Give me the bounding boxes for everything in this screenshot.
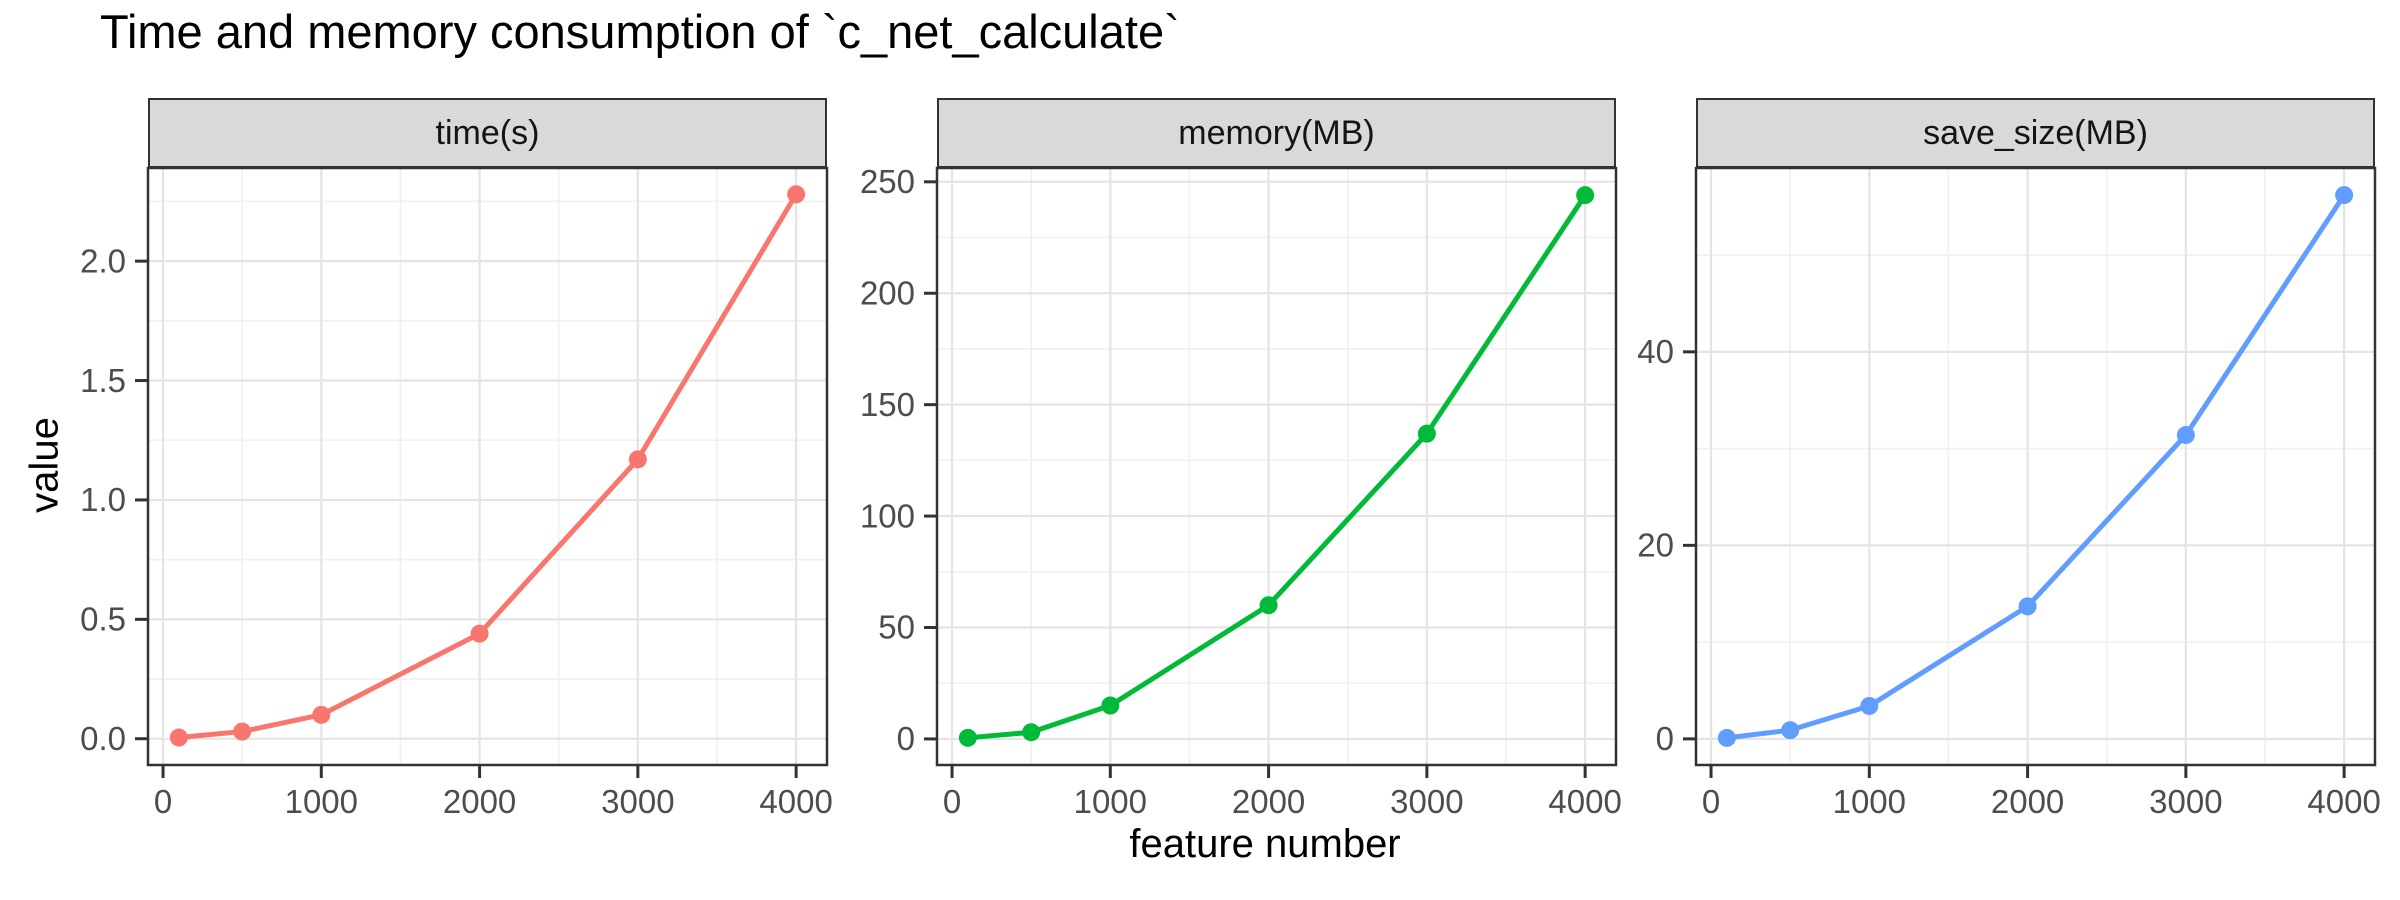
x-tick-label: 3000 [601,783,674,820]
data-point [628,450,647,469]
data-point [1417,424,1436,443]
x-tick-label: 0 [154,783,172,820]
y-tick-label: 0 [1656,720,1674,757]
y-tick-label: 20 [1637,527,1674,564]
y-tick-label: 40 [1637,333,1674,370]
x-tick-label: 3000 [2149,783,2222,820]
x-tick-label: 1000 [1833,783,1906,820]
y-tick-label: 200 [860,274,915,311]
series-line [965,192,1588,741]
data-point [1101,696,1120,715]
panel-background [937,168,1616,765]
panel-border [1694,166,2377,767]
panel-background [1696,168,2375,765]
data-point [787,185,806,204]
data-point [169,728,188,747]
data-point [312,705,331,724]
series-line [1724,192,2347,741]
y-tick-label: 150 [860,386,915,423]
facet-memory: memory(MB) 0 1000 2000 3000 4000 0 50 100 150 200… [822,98,1622,880]
data-point [1259,596,1278,615]
plot-area-0: 0 1000 2000 3000 4000 0.0 0.5 1.0 1.5 2.0 [80,166,833,820]
panel-border [146,166,829,767]
y-tick-label: 0 [897,720,915,757]
x-tick-label: 2000 [443,783,516,820]
data-point [1576,186,1595,205]
panel-background [148,168,827,765]
data-point [1860,696,1879,715]
x-tick-label: 2000 [1991,783,2064,820]
facet-strip-memory: memory(MB) [937,98,1616,168]
panel-border [935,166,1618,767]
facet-save-size: save_size(MB) 0 1000 2000 3000 4000 0 20 40 [1581,98,2381,880]
facet-strip-label: save_size(MB) [1923,113,2148,152]
facet-strip-time: time(s) [148,98,827,168]
x-axis-title: feature number [1129,822,1401,866]
data-point [2335,186,2354,205]
y-tick-label: 2.0 [80,242,126,279]
x-tick-label: 1000 [285,783,358,820]
data-point [470,624,489,643]
series-line [176,191,799,741]
x-tick-label: 4000 [2307,783,2380,820]
x-tick-label: 0 [943,783,961,820]
x-tick-label: 3000 [1390,783,1463,820]
y-tick-label: 100 [860,497,915,534]
data-point [233,722,252,741]
data-point [1781,721,1800,740]
x-tick-label: 4000 [1548,783,1621,820]
y-tick-label: 0.0 [80,720,126,757]
y-tick-label: 1.0 [80,481,126,518]
x-tick-label: 1000 [1074,783,1147,820]
plot-area-1: 0 1000 2000 3000 4000 0 50 100 150 200 250 [860,163,1622,820]
facet-time: time(s) 0 1000 2000 3000 4000 0.0 0.5 1.0 1.5 2.0 [33,98,833,880]
y-tick-label: 250 [860,163,915,200]
facet-strip-save-size: save_size(MB) [1696,98,2375,168]
data-point [2018,597,2037,616]
plot-area-2: 0 1000 2000 3000 4000 0 20 40 [1637,166,2381,820]
x-tick-label: 2000 [1232,783,1305,820]
facet-strip-label: time(s) [435,113,540,152]
data-point [2176,426,2195,445]
data-point [1717,728,1736,747]
y-tick-label: 1.5 [80,362,126,399]
y-tick-label: 0.5 [80,601,126,638]
data-point [1022,723,1041,742]
y-tick-label: 50 [878,609,915,646]
facet-strip-label: memory(MB) [1178,113,1375,152]
x-tick-label: 4000 [759,783,832,820]
data-point [958,728,977,747]
chart-title: Time and memory consumption of `c_net_ca… [100,5,1180,58]
x-tick-label: 0 [1702,783,1720,820]
